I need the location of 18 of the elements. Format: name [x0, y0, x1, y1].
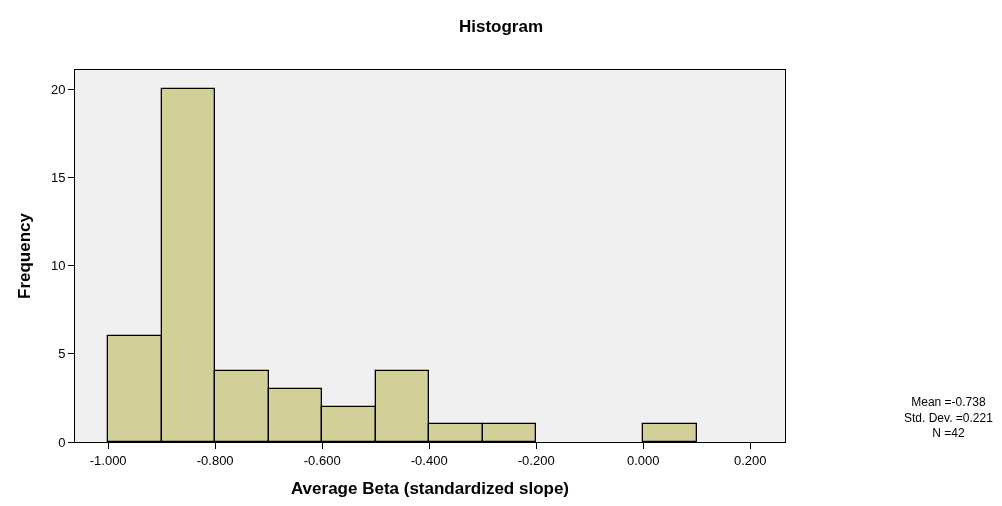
x-tick-label: 0.000 — [626, 452, 660, 468]
y-axis-title: Frequency — [15, 212, 35, 299]
x-tick-label: -0.400 — [410, 452, 448, 468]
y-tick-label: 10 — [50, 258, 66, 274]
text: Std. Dev. =0.221 — [904, 410, 994, 425]
x-tick-label: -0.600 — [303, 452, 341, 468]
x-axis-title: Average Beta (standardized slope) — [290, 479, 570, 498]
x-tick-label: 0.200 — [733, 452, 767, 468]
y-tick-label: 0 — [58, 434, 66, 450]
x-tick-label: -1.000 — [89, 452, 127, 468]
x-tick-label: -0.200 — [517, 452, 555, 468]
chart-title: Histogram — [458, 17, 544, 37]
text: N =42 — [932, 426, 965, 441]
x-tick-label: -0.800 — [196, 452, 234, 468]
text: Mean =-0.738 — [911, 395, 986, 409]
y-tick-label: 20 — [50, 81, 66, 97]
y-tick-label: 15 — [50, 170, 66, 186]
y-tick-label: 5 — [58, 346, 66, 362]
